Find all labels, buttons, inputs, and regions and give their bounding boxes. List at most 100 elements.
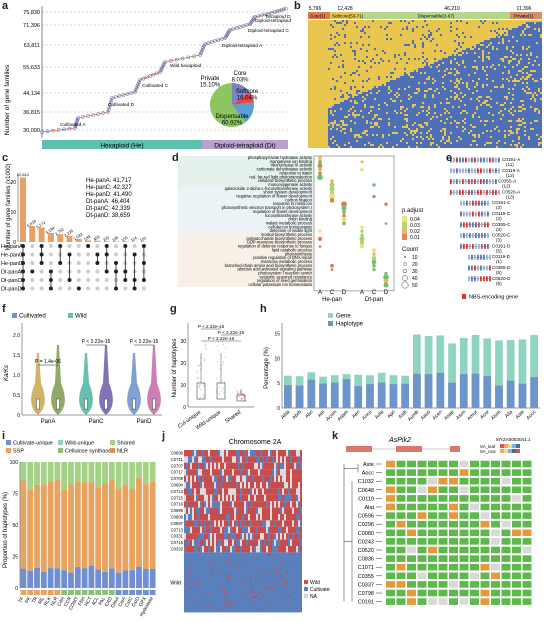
i-seg-cult [68,572,74,588]
k-taxon: C0296 [358,522,374,528]
g-ytick: 30 [180,339,186,345]
pie-value: 16.04% [237,96,258,102]
e-gene-count: (3) [496,238,502,243]
i-legend-item: Shared [117,441,135,447]
k-allele [417,589,427,597]
i-xcat: TR [31,596,40,605]
k-allele [438,563,448,571]
k-allele [522,572,532,580]
panel-b: b 5,796 12,428 46,210 11,396 Core(1) Sof… [292,0,544,150]
h-ytick: 10 [274,356,280,362]
k-allele [428,555,437,562]
panel-label-d: d [172,152,179,164]
i-seg-shared [129,462,136,490]
k-allele [522,538,532,545]
c-legend-item: He-panC: 42,327 [86,185,132,191]
a-annotation: Diploid-tetraploid A [222,43,263,49]
c-bar-label: 539 [83,233,92,241]
panel-i: i Cultivate-unique Wild-unique Shared SSP Ce… [0,430,160,623]
k-allele [386,598,395,605]
k-allele [501,503,511,511]
d-count-tick: 40 [412,276,418,282]
h-haplotype-bar [436,372,445,408]
heatmap-b: 5,796 12,428 46,210 11,396 Core(1) Softc… [308,6,542,148]
k-allele [428,589,437,597]
c-bar [113,241,119,242]
pie-label: Softcore [236,89,259,95]
k-allele [449,486,458,494]
curve-point [75,117,80,122]
i-seg-wild [136,477,142,567]
curve-point [238,25,242,29]
i-seg-wild [108,479,115,569]
j-row-label: C0694 [171,483,184,488]
curve-point [107,105,112,110]
a-annotation: Cultivated C [142,83,169,89]
i-seg-cult [40,571,47,588]
d-count-title: Count [402,247,418,253]
g-ytick: 20 [180,361,186,367]
panel-d: d phosphopyruvate hydratase activity mang… [170,152,444,302]
h-species: Asim [455,409,467,421]
k-allele [407,512,416,519]
curve-point [136,82,141,86]
f-violin [147,345,161,415]
i-xcat: TF [17,596,25,604]
k-allele [438,503,448,511]
i-xcat: F5H [77,596,87,607]
i-seg-shared [108,462,115,480]
k-allele [512,520,521,528]
curve-point [110,96,114,100]
k-allele [491,495,500,502]
k-allele [449,546,458,554]
k-allele [386,486,395,494]
k-allele [512,546,521,554]
k-allele [480,503,490,511]
k-allele [449,555,458,562]
k-allele [459,486,469,494]
k-allele [438,529,448,537]
k-allele [396,520,406,528]
k-allele [459,477,469,485]
k-allele [428,546,437,554]
hexaploid-label: Hexaploid (He) [100,143,143,150]
k-allele [459,512,469,519]
k-taxon: C0080 [358,531,374,537]
curve-point [279,8,284,12]
d-term: abscisic acid-activated signaling pathwa… [237,267,313,272]
i-seg-cult [108,568,115,588]
h-gene-bar [518,339,527,408]
k-allele [512,572,521,580]
curve-point [138,78,142,82]
k-allele [459,520,469,528]
i-seg-wild [142,484,149,570]
panel-label-j: j [162,430,166,442]
d-dot [372,194,376,199]
k-allele [396,546,406,554]
k-allele [480,512,490,519]
k-allele [512,598,521,605]
k-allele [428,529,437,537]
k-allele [522,589,532,597]
d-xcat: D [384,290,389,296]
curve-point [137,80,142,84]
g-ytick: 10 [180,383,186,389]
i-seg-cult [27,570,34,588]
f-ytick: 2.0 [13,333,20,339]
k-allele [501,460,511,468]
i-seg-wild [81,482,88,569]
e-gene-name: C0520-C [492,233,511,238]
k-allele [522,520,532,528]
d-group-he: He-pan [322,297,342,302]
pie-slice [232,92,254,105]
curve-point [234,26,239,30]
k-allele [491,503,500,511]
h-gene-bar [506,339,515,408]
c-row-label: He-panD [1,261,23,267]
k-allele [491,520,500,528]
k-allele [501,538,511,545]
d-padj-tick: 0.01 [410,235,420,241]
i-seg-shared [47,462,54,482]
curve-point [283,6,288,11]
